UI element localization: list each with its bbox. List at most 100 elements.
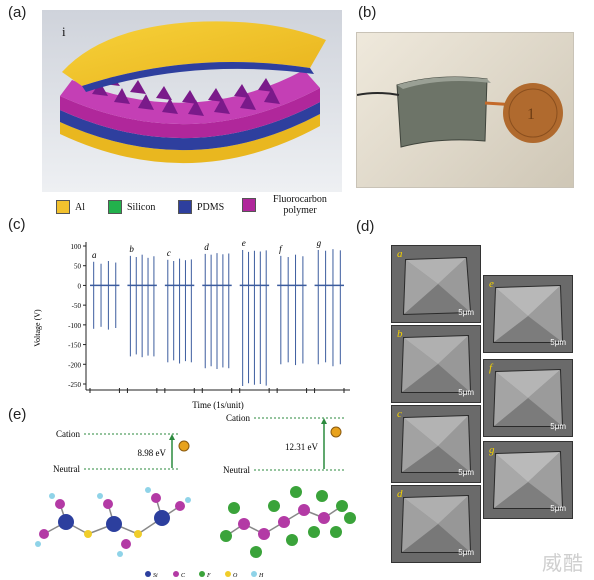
sem-scale-f: 5μm — [550, 422, 566, 431]
panel-label-c: (c) — [8, 216, 26, 233]
sem-scale-d: 5μm — [458, 548, 474, 557]
atom-legend-c-dot — [173, 571, 179, 577]
sem-image-grid: a 5μm e 5μm b 5μm f 5μm — [387, 245, 583, 571]
bottom-al-layer — [60, 114, 320, 164]
y-tick-label: 50 — [74, 263, 82, 271]
segment-label-b: b — [129, 244, 134, 254]
legend-label-pdms: PDMS — [197, 201, 225, 213]
legend-swatch-silicon — [108, 200, 122, 214]
atom-legend-c: C — [181, 573, 186, 579]
panel-label-e: (e) — [8, 406, 27, 423]
left-electron-icon — [178, 440, 190, 452]
legend-item-pdms: PDMS — [178, 200, 224, 214]
fluorocarbon-atoms — [220, 486, 356, 558]
sem-letter-d: d — [397, 488, 403, 500]
chart-yticks: 100 50 0 -50 -100 -150 -200 -250 — [68, 243, 86, 389]
sem-letter-e: e — [489, 278, 494, 290]
sem-image-b: b 5μm — [391, 325, 481, 403]
atom-legend: Si C F O H — [145, 571, 264, 579]
chart-xlabel: Time (1s/unit) — [192, 400, 243, 410]
right-arrow-head — [321, 418, 327, 424]
watermark: 威酷 — [542, 551, 584, 575]
legend-label-fluorocarbon: Fluorocarbon polymer — [273, 194, 327, 216]
top-pdms-edge — [82, 62, 314, 92]
segment-label-c: c — [167, 248, 171, 258]
legend-swatch-pdms — [178, 200, 192, 214]
y-tick-label: -150 — [68, 342, 81, 350]
device-sample — [396, 76, 488, 148]
right-neutral-label: Neutral — [223, 465, 250, 475]
sem-image-a: a 5μm — [391, 245, 481, 323]
sem-scale-b: 5μm — [458, 388, 474, 397]
segment-label-g: g — [317, 238, 322, 248]
chart-segment-labels: a b c d e f g — [92, 238, 322, 260]
segment-label-d: d — [204, 242, 209, 252]
segment-label-f: f — [279, 244, 283, 254]
device-sample-edge — [397, 77, 491, 89]
right-electron-icon — [330, 426, 342, 438]
y-tick-label: -200 — [68, 361, 81, 369]
left-neutral-label: Neutral — [53, 464, 80, 474]
atom-legend-f-dot — [199, 571, 205, 577]
segment-label-a: a — [92, 250, 97, 260]
device-photo: 1 — [356, 32, 574, 188]
coin-rim — [508, 88, 558, 138]
y-tick-label: -50 — [72, 302, 82, 310]
sem-pyramid-d — [392, 486, 480, 562]
sem-image-d: d 5μm — [391, 485, 481, 563]
left-gap-value: 8.98 eV — [138, 448, 167, 458]
sem-image-g: g 5μm — [483, 441, 573, 519]
atom-legend-h: H — [258, 573, 264, 579]
panel-label-b: (b) — [358, 4, 377, 21]
legend-label-silicon: Silicon — [127, 201, 156, 213]
sem-letter-c: c — [397, 408, 402, 420]
sem-pyramid-f — [484, 360, 572, 436]
coin — [503, 83, 563, 143]
coin-mark: 1 — [527, 106, 535, 123]
fluorocarbon-layer — [60, 88, 320, 139]
pyramid-surface — [60, 70, 320, 125]
legend-swatch-al — [56, 200, 70, 214]
sem-image-e: e 5μm — [483, 275, 573, 353]
sem-letter-a: a — [397, 248, 403, 260]
legend-item-fluorocarbon: Fluorocarbon polymer — [242, 194, 339, 216]
y-tick-label: -100 — [68, 322, 81, 330]
segment-label-e: e — [242, 238, 246, 248]
chart-pulses — [90, 249, 344, 386]
chart-ylabel: Voltage (V) — [34, 309, 42, 347]
chart-segment-ticks — [89, 388, 345, 393]
left-cation-label: Cation — [56, 429, 80, 439]
sem-scale-a: 5μm — [458, 308, 474, 317]
right-gap-value: 12.31 eV — [285, 442, 318, 452]
atom-legend-f: F — [206, 573, 211, 579]
sem-scale-c: 5μm — [458, 468, 474, 477]
sem-pyramid-b — [392, 326, 480, 402]
device-illustration: i — [42, 10, 342, 192]
left-arrow-head — [169, 434, 175, 440]
sem-letter-f: f — [489, 362, 493, 374]
pdms-layer — [60, 102, 320, 151]
panel-label-d: (d) — [356, 218, 375, 235]
sem-scale-e: 5μm — [550, 338, 566, 347]
sem-letter-b: b — [397, 328, 403, 340]
legend-swatch-fluorocarbon — [242, 198, 256, 212]
voltage-chart: Voltage (V) 100 50 0 -50 -100 -150 -200 -250 a b… — [34, 238, 350, 410]
sem-pyramid-e — [484, 276, 572, 352]
atom-legend-si: Si — [153, 573, 158, 579]
right-cation-label: Cation — [226, 413, 250, 423]
panel-label-a: (a) — [8, 4, 27, 21]
sem-pyramid-a — [392, 246, 480, 322]
atom-legend-o: O — [233, 573, 238, 579]
pdms-atoms — [35, 487, 191, 557]
atom-legend-si-dot — [145, 571, 151, 577]
sem-scale-g: 5μm — [550, 504, 566, 513]
wire — [357, 92, 400, 96]
atom-legend-h-dot — [251, 571, 257, 577]
legend-label-al: Al — [75, 201, 85, 213]
y-tick-label: 100 — [71, 243, 82, 251]
sem-pyramid-g — [484, 442, 572, 518]
legend-item-al: Al — [56, 200, 85, 214]
sem-image-f: f 5μm — [483, 359, 573, 437]
sem-letter-g: g — [489, 444, 495, 456]
sem-image-c: c 5μm — [391, 405, 481, 483]
